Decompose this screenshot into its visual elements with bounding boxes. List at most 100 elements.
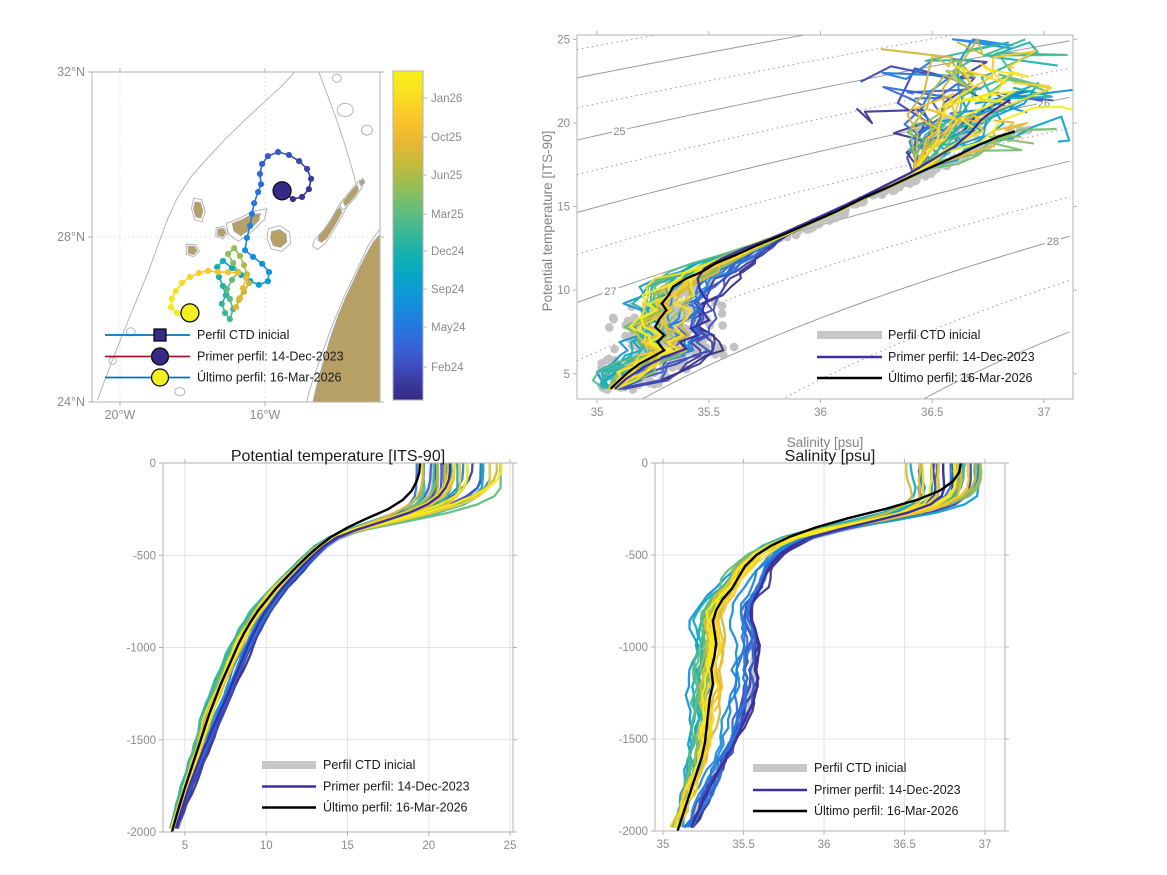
profile-position-dot — [195, 269, 203, 276]
last-profile-marker — [180, 303, 200, 323]
float-trajectory — [167, 148, 315, 323]
profile-position-dot — [186, 273, 194, 281]
colorbar-tick-label: Mar25 — [431, 209, 464, 221]
island — [217, 227, 227, 238]
legend-label-last: Último perfil: 16-Mar-2026 — [323, 800, 468, 815]
y-tick-label: 0 — [642, 458, 648, 470]
map-content — [92, 72, 380, 402]
colorbar-tick-label: Dec24 — [431, 246, 465, 258]
legend-label-ctd: Perfil CTD inicial — [323, 758, 415, 772]
profile-position-dot — [264, 153, 272, 160]
salinity-profile-title: Salinity [psu] — [785, 448, 876, 465]
y-tick-label: -1500 — [619, 734, 648, 746]
colorbar-tick-label: Feb24 — [431, 362, 464, 374]
y-tick-label: 0 — [150, 458, 156, 470]
x-tick-label: 25 — [504, 840, 517, 852]
y-tick-label: -2000 — [127, 827, 156, 839]
ts-y-axis-label: Potential temperature [ITS-90] — [540, 131, 555, 312]
ensemble-profile-line — [196, 463, 425, 746]
profile-position-dot — [259, 260, 266, 267]
isopycnal — [922, 331, 1070, 399]
ensemble-profile-line — [171, 463, 492, 829]
island-shelf-contour — [185, 243, 201, 258]
x-tick-label: 37 — [1038, 407, 1051, 419]
profile-position-dot — [256, 170, 264, 177]
x-tick-label: 36 — [814, 407, 827, 419]
profile-position-dot — [274, 148, 282, 156]
profile-position-dot — [245, 280, 253, 287]
profile-position-dot — [235, 269, 242, 276]
ensemble-profile-line — [175, 463, 484, 829]
static-axis-labels: Potential temperature [ITS-90] Salinity … — [231, 131, 876, 465]
profile-position-dot — [168, 295, 175, 302]
profile-position-dot — [224, 250, 232, 258]
island — [317, 206, 343, 243]
legend-label-last: Último perfil: 16-Mar-2026 — [814, 803, 959, 818]
profile-position-dot — [296, 158, 303, 165]
bathymetry-ring — [331, 73, 342, 83]
y-tick-label: 32°N — [57, 65, 85, 79]
legend-last-profile-marker — [150, 368, 170, 387]
temperature-profile-title: Potential temperature [ITS-90] — [231, 448, 445, 465]
colorbar-gradient — [392, 70, 424, 401]
profile-position-dot — [264, 278, 272, 285]
bathymetry-ring — [125, 327, 136, 337]
bathymetry-ring — [361, 124, 373, 136]
profile-position-dot — [218, 300, 225, 307]
profile-position-dot — [298, 193, 306, 201]
island — [359, 178, 365, 186]
y-tick-label: -2000 — [619, 826, 648, 838]
x-tick-label: 37 — [979, 839, 992, 851]
x-tick-label: 35 — [591, 407, 604, 419]
profile-position-dot — [303, 165, 311, 173]
profile-position-dot — [231, 245, 238, 252]
island — [193, 201, 204, 219]
y-tick-label: -1500 — [127, 735, 156, 747]
y-tick-label: -500 — [133, 550, 156, 562]
isopycnal — [577, 96, 1070, 213]
y-tick-label: 10 — [557, 285, 570, 297]
island-shelf-contour — [312, 197, 348, 251]
island-shelf-contour — [225, 208, 268, 242]
bathymetry-ring — [174, 387, 186, 397]
legend-label-last: Último perfil: 16-Mar-2026 — [888, 370, 1033, 385]
island-shelf-contour — [266, 225, 292, 252]
ensemble-profile-line — [168, 463, 485, 829]
salinity-profile-legend: Perfil CTD inicial Primer perfil: 14-Dec… — [753, 761, 961, 818]
x-tick-label: 20 — [422, 840, 435, 852]
profile-position-dot — [222, 309, 229, 316]
first-profile-line — [690, 463, 946, 828]
legend-label-first: Primer perfil: 14-Dec-2023 — [814, 783, 961, 797]
legend-label-first: Primer perfil: 14-Dec-2023 — [888, 350, 1035, 364]
profile-position-dot — [289, 195, 297, 203]
x-tick-label: 35.5 — [732, 839, 754, 851]
island — [270, 229, 288, 248]
profile-position-dot — [228, 276, 236, 283]
african-coast — [312, 233, 380, 402]
ts-legend: Perfil CTD inicial Primer perfil: 14-Dec… — [817, 328, 1035, 385]
colorbar-tick-label: Oct25 — [431, 132, 462, 144]
legend-label-ctd: Perfil CTD inicial — [814, 761, 906, 775]
first-profile-marker — [272, 181, 292, 201]
y-tick-label: -1000 — [619, 642, 648, 654]
isopycnal-dotted — [782, 279, 1070, 399]
isopycnal-label: 27 — [604, 286, 616, 298]
ensemble-profile-line — [170, 463, 499, 829]
profile-position-dot — [215, 273, 223, 281]
x-tick-label: 10 — [260, 840, 273, 852]
island — [342, 184, 360, 207]
ensemble-profile-line — [197, 463, 440, 754]
x-tick-label: 36.5 — [893, 839, 915, 851]
profile-position-dot — [241, 247, 249, 254]
profile-position-dot — [222, 292, 229, 299]
colorbar-tick-label: May24 — [431, 322, 466, 334]
profile-position-dot — [255, 188, 262, 196]
salinity-profile-plot: 35 35.5 36 36.5 37 0 -500 -1000 -1500 -2000 — [619, 458, 1009, 851]
y-tick-label: -1000 — [127, 643, 156, 655]
isopycnal-dotted — [577, 127, 1070, 255]
y-tick-label: 25 — [557, 34, 570, 46]
ensemble-profile-line — [172, 463, 492, 829]
island-shelf-contour — [191, 197, 206, 223]
